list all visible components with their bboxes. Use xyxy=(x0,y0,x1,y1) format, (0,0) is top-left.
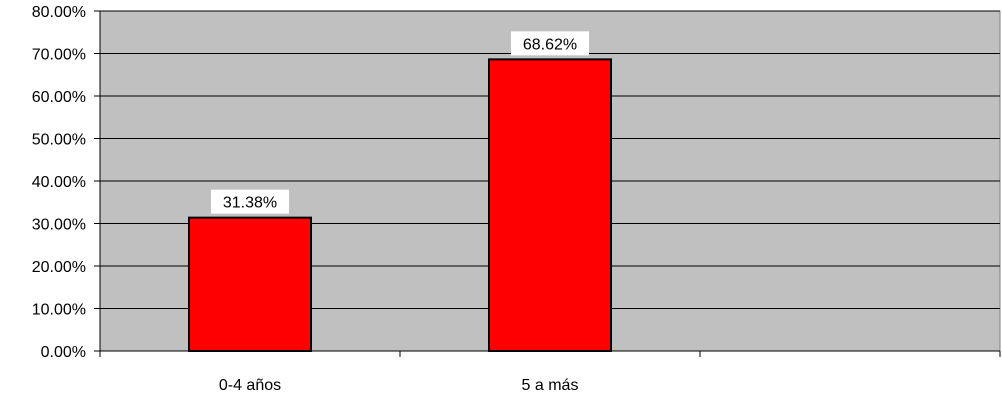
y-axis: 0.00% 10.00% 20.00% 30.00% 40.00% 50.00% 60.00… xyxy=(32,4,101,361)
bar xyxy=(488,58,612,353)
data-label: 31.38% xyxy=(211,189,289,214)
y-tick-label: 60.00% xyxy=(32,89,86,106)
data-label: 68.62% xyxy=(511,31,589,56)
y-tick-label: 80.00% xyxy=(32,4,86,21)
data-label-background xyxy=(511,31,589,56)
bars xyxy=(188,58,612,353)
bar xyxy=(188,216,312,352)
y-tick-label: 30.00% xyxy=(32,217,86,234)
y-tick-label: 10.00% xyxy=(32,302,86,319)
y-tick-label: 40.00% xyxy=(32,174,86,191)
y-tick-label: 0.00% xyxy=(41,344,86,361)
y-tick-label: 50.00% xyxy=(32,132,86,149)
y-tick-label: 70.00% xyxy=(32,47,86,64)
x-axis: 0-4 años 5 a más xyxy=(99,350,1001,394)
data-label-background xyxy=(211,189,289,214)
data-labels: 31.38% 68.62% xyxy=(211,31,589,214)
data-label-text: 31.38% xyxy=(223,195,277,212)
data-label-text: 68.62% xyxy=(523,36,577,53)
y-tick-label: 20.00% xyxy=(32,259,86,276)
x-category-label: 0-4 años xyxy=(219,377,281,394)
x-category-label: 5 a más xyxy=(522,377,579,394)
